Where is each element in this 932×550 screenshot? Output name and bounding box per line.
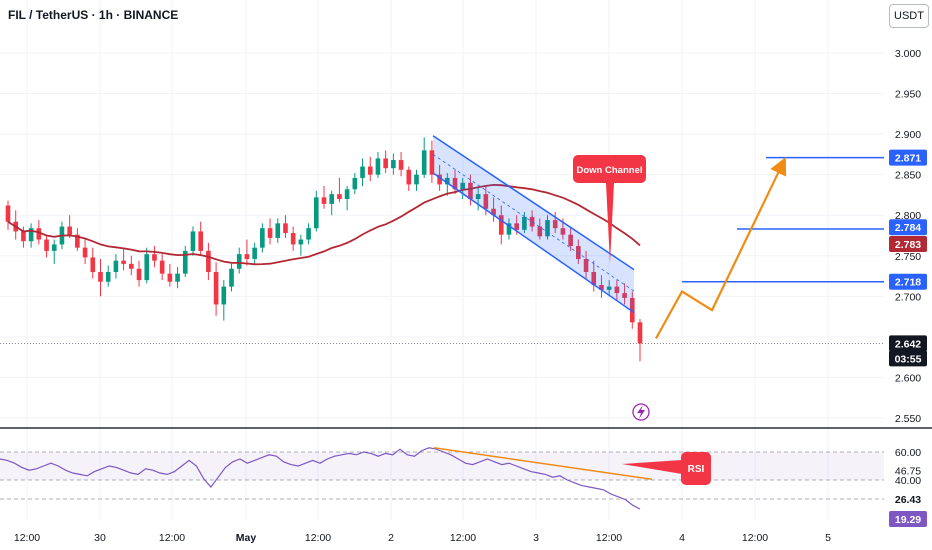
candle-body [399,160,404,170]
candle-body [129,264,134,269]
candle-body [221,287,226,305]
x-tick-label: 12:00 [14,532,40,544]
x-tick-label: 2 [388,532,394,544]
candle-body [98,272,103,282]
x-tick-label: 5 [825,532,831,544]
candle-body [191,231,196,250]
candle-body [229,269,234,287]
candle-body [160,261,165,274]
candle-body [337,194,342,199]
candle-body [106,272,111,282]
grid-lines [0,0,884,520]
candle-body [114,261,119,272]
projection-path[interactable] [656,165,782,339]
currency-unit-button[interactable]: USDT [889,4,929,28]
rsi-level-tag: 26.43 [895,494,921,506]
candle-body [168,274,173,282]
candle-body [260,228,265,247]
candle-body [198,231,203,250]
candle-body [329,194,334,204]
candle-body [21,231,26,241]
x-tick-label: 30 [94,532,106,544]
price-tag: 2.718 [895,277,921,289]
candle-body [345,189,350,199]
candle-body [383,158,388,168]
rsi-tick-label: 40.00 [895,475,921,487]
rsi-tick-label: 60.00 [895,447,921,459]
chart-title: FIL / TetherUS · 1h · BINANCE [8,8,178,22]
candle-body [391,160,396,168]
candle-body [414,175,419,185]
candle-body [245,254,250,259]
candle-body [137,269,142,280]
candle-body [638,322,643,343]
candle-body [360,167,365,178]
candle-body [268,228,273,238]
x-tick-label: 3 [533,532,539,544]
price-tag: 2.783 [895,239,921,251]
candle-body [206,251,211,272]
annotations: Down Channel RSI [573,155,711,485]
candle-body [90,257,95,272]
candle-body [121,261,126,264]
x-tick-label: 4 [679,532,685,544]
candle-body [83,248,88,258]
x-tick-label: 12:00 [450,532,476,544]
candle-body [52,244,57,250]
candle-body [252,248,257,259]
candle-body [44,240,49,251]
y-tick-label: 2.850 [895,170,921,182]
candle-body [67,227,72,235]
x-tick-label: May [236,532,257,544]
candle-body [152,254,157,260]
last-price-tag: 2.642 [895,338,921,350]
x-tick-label: 12:00 [305,532,331,544]
y-tick-label: 2.550 [895,413,921,425]
rsi-current-label: 19.29 [895,514,921,526]
x-tick-label: 12:00 [742,532,768,544]
candle-body [306,228,311,239]
candle-body [283,223,288,233]
countdown-tag: 03:55 [895,353,922,365]
y-tick-label: 2.950 [895,89,921,101]
candle-body [291,233,296,244]
candle-body [275,223,280,238]
rsi-label: RSI [688,464,705,475]
price-tag: 2.784 [895,222,921,234]
candle-body [175,274,180,282]
candle-body [353,178,358,189]
down-channel-label: Down Channel [577,165,643,176]
candle-body [406,170,411,185]
x-tick-label: 12:00 [596,532,622,544]
candle-body [314,197,319,228]
price-tag: 2.871 [895,153,921,165]
candle-body [299,240,304,245]
rsi-band [0,452,884,480]
y-tick-label: 2.700 [895,291,921,303]
y-tick-label: 3.000 [895,48,921,60]
candle-body [214,272,219,304]
projection-line [656,165,782,339]
candle-body [144,254,149,280]
x-tick-label: 12:00 [159,532,185,544]
y-tick-label: 2.600 [895,372,921,384]
candle-body [6,205,11,221]
candle-body [368,167,373,175]
candle-body [422,150,427,174]
y-tick-label: 2.900 [895,129,921,141]
candle-body [322,197,327,203]
y-tick-label: 2.750 [895,251,921,263]
candle-body [237,254,242,269]
candle-body [376,158,381,174]
